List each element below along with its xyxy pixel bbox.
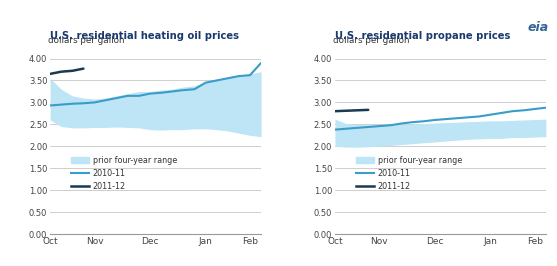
Text: eia: eia (527, 21, 549, 34)
Text: dollars per gallon: dollars per gallon (48, 36, 125, 45)
Text: U.S. residential propane prices: U.S. residential propane prices (335, 31, 510, 41)
Text: U.S. residential heating oil prices: U.S. residential heating oil prices (50, 31, 239, 41)
Text: dollars per gallon: dollars per gallon (333, 36, 409, 45)
Legend: prior four-year range, 2010-11, 2011-12: prior four-year range, 2010-11, 2011-12 (71, 156, 177, 191)
Legend: prior four-year range, 2010-11, 2011-12: prior four-year range, 2010-11, 2011-12 (356, 156, 462, 191)
